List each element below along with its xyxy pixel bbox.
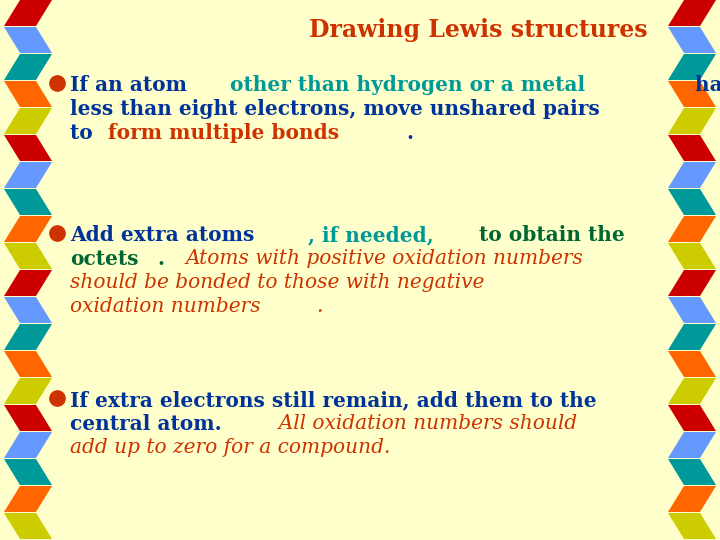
Polygon shape <box>668 81 716 107</box>
Polygon shape <box>668 0 716 26</box>
Text: All oxidation numbers should: All oxidation numbers should <box>266 414 577 433</box>
Polygon shape <box>668 432 716 458</box>
Polygon shape <box>4 216 52 242</box>
Polygon shape <box>4 270 52 296</box>
Polygon shape <box>4 243 52 269</box>
Polygon shape <box>668 405 716 431</box>
Text: octets: octets <box>70 249 138 269</box>
Polygon shape <box>668 270 716 296</box>
Polygon shape <box>668 162 716 188</box>
Polygon shape <box>668 378 716 404</box>
Polygon shape <box>4 81 52 107</box>
Text: oxidation numbers: oxidation numbers <box>70 297 261 316</box>
Polygon shape <box>4 486 52 512</box>
Text: If extra electrons still remain, add them to the: If extra electrons still remain, add the… <box>70 390 597 410</box>
Polygon shape <box>4 432 52 458</box>
Polygon shape <box>668 351 716 377</box>
Polygon shape <box>4 378 52 404</box>
Text: .: . <box>316 297 323 316</box>
Text: Add extra atoms: Add extra atoms <box>70 225 254 245</box>
Text: other than hydrogen or a metal: other than hydrogen or a metal <box>230 75 585 95</box>
Polygon shape <box>668 243 716 269</box>
Polygon shape <box>4 108 52 134</box>
Polygon shape <box>668 108 716 134</box>
Polygon shape <box>4 0 52 26</box>
Polygon shape <box>4 459 52 485</box>
Text: should be bonded to those with negative: should be bonded to those with negative <box>70 273 485 292</box>
Polygon shape <box>4 27 52 53</box>
Text: .: . <box>407 123 413 143</box>
Polygon shape <box>4 189 52 215</box>
Text: has: has <box>688 75 720 95</box>
Text: , if needed,: , if needed, <box>308 225 441 245</box>
Polygon shape <box>4 351 52 377</box>
Polygon shape <box>668 54 716 80</box>
Polygon shape <box>668 513 716 539</box>
Polygon shape <box>668 459 716 485</box>
Polygon shape <box>4 54 52 80</box>
Text: add up to zero for a compound.: add up to zero for a compound. <box>70 438 390 457</box>
Polygon shape <box>668 486 716 512</box>
Polygon shape <box>4 513 52 539</box>
Polygon shape <box>4 405 52 431</box>
Polygon shape <box>4 162 52 188</box>
Polygon shape <box>668 324 716 350</box>
Polygon shape <box>668 135 716 161</box>
Text: form multiple bonds: form multiple bonds <box>109 123 340 143</box>
Text: Atoms with positive oxidation numbers: Atoms with positive oxidation numbers <box>186 249 583 268</box>
Polygon shape <box>668 27 716 53</box>
Polygon shape <box>668 216 716 242</box>
Text: .: . <box>158 249 179 269</box>
Text: Drawing Lewis structures: Drawing Lewis structures <box>310 18 648 42</box>
Polygon shape <box>4 297 52 323</box>
Text: If an atom: If an atom <box>70 75 194 95</box>
Text: to obtain the: to obtain the <box>480 225 625 245</box>
Polygon shape <box>668 297 716 323</box>
Text: central atom.: central atom. <box>70 414 222 434</box>
Polygon shape <box>4 135 52 161</box>
Text: to: to <box>70 123 100 143</box>
Polygon shape <box>4 324 52 350</box>
Text: less than eight electrons, move unshared pairs: less than eight electrons, move unshared… <box>70 99 600 119</box>
Polygon shape <box>668 189 716 215</box>
